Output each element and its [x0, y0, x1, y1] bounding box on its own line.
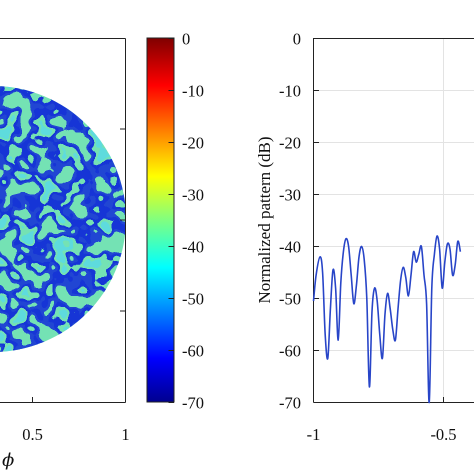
heatmap-xticks: 0.5 1: [22, 397, 130, 444]
line-yticks: 0 -10 -20 -30 -40 -50 -60 -70: [279, 30, 319, 413]
heatmap-xtick-label: 0.5: [22, 425, 43, 444]
colorbar-tick-label: 0: [182, 30, 190, 49]
heatmap-disc: [0, 86, 126, 352]
series-line: [312, 235, 462, 404]
line-ytick-label: -60: [279, 342, 301, 361]
heatmap-xlabel: ϕ: [2, 450, 14, 471]
line-ytick-label: -20: [279, 134, 301, 153]
line-series: [312, 235, 462, 404]
colorbar-tick-label: -40: [182, 238, 204, 257]
heatmap-xtick-label: 1: [121, 425, 129, 444]
line-ytick-label: -40: [279, 238, 301, 257]
line-ytick-label: -70: [279, 394, 301, 413]
line-ytick-label: 0: [293, 30, 301, 49]
line-ylabel: Normalized pattern (dB): [255, 136, 274, 303]
colorbar-tick-label: -30: [182, 186, 204, 205]
colorbar: 0 -10 -20 -30 -40 -50 -60 -70: [146, 30, 204, 413]
colorbar-tick-label: -50: [182, 290, 204, 309]
line-panel: 0 -10 -20 -30 -40 -50 -60 -70 -1 -0.5 Normalized…: [255, 30, 474, 444]
colorbar-ticks: 0 -10 -20 -30 -40 -50 -60 -70: [168, 30, 204, 413]
line-grid: [313, 38, 474, 403]
line-xticks: -1 -0.5: [307, 397, 457, 444]
line-xtick-label: -1: [307, 425, 321, 444]
colorbar-tick-label: -60: [182, 342, 204, 361]
line-xtick-label: -0.5: [430, 425, 456, 444]
colorbar-tick-label: -20: [182, 134, 204, 153]
colorbar-tick-label: -10: [182, 82, 204, 101]
colorbar-gradient: [146, 37, 175, 403]
heatmap-panel: 0.5 1 ϕ: [0, 38, 130, 471]
heatmap-axes: [0, 38, 126, 403]
line-ytick-label: -10: [279, 82, 301, 101]
colorbar-tick-label: -70: [182, 394, 204, 413]
line-ytick-label: -50: [279, 290, 301, 309]
line-ytick-label: -30: [279, 186, 301, 205]
